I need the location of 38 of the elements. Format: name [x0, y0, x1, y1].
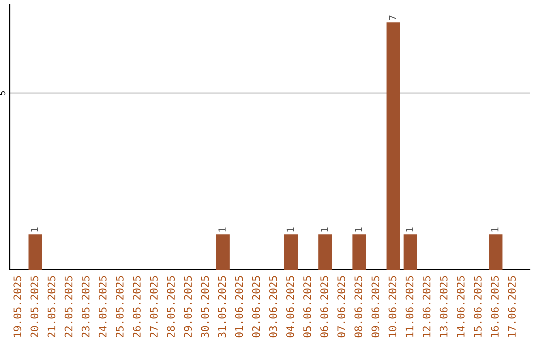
x-tick-label: 08.06.2025 — [354, 276, 363, 338]
data-label: 1 — [406, 228, 414, 232]
x-tick-label: 26.05.2025 — [133, 276, 141, 338]
x-tick-label: 23.05.2025 — [82, 276, 90, 338]
x-tick-label: 21.05.2025 — [48, 276, 56, 338]
data-label: 1 — [321, 228, 328, 232]
x-tick-label: 24.05.2025 — [98, 276, 107, 338]
x-tick-label: 09.06.2025 — [372, 276, 380, 338]
data-label: 1 — [31, 228, 38, 232]
x-tick-label: 07.06.2025 — [338, 276, 346, 338]
x-tick-label: 20.05.2025 — [30, 276, 39, 338]
data-label: 1 — [492, 228, 499, 232]
x-tick-label: 15.06.2025 — [474, 276, 482, 338]
x-tick-label: 05.06.2025 — [304, 276, 312, 338]
x-tick-label: 22.05.2025 — [64, 276, 73, 338]
x-tick-label: 27.05.2025 — [150, 276, 158, 338]
x-tick-label: 01.06.2025 — [235, 276, 244, 338]
x-tick-label: 16.06.2025 — [491, 276, 499, 338]
x-tick-label: 03.06.2025 — [269, 276, 278, 338]
x-tick-label: 19.05.2025 — [14, 276, 22, 338]
x-tick-label: 30.05.2025 — [201, 276, 210, 338]
x-tick-label: 12.06.2025 — [422, 276, 431, 338]
data-label: 1 — [286, 228, 294, 232]
x-tick-label: 04.06.2025 — [286, 276, 294, 338]
x-tick-label: 10.06.2025 — [388, 276, 397, 338]
data-label: 7 — [389, 16, 396, 20]
x-tick-label: 25.05.2025 — [116, 276, 124, 338]
x-tick-label: 31.05.2025 — [218, 276, 226, 338]
data-label: 1 — [355, 228, 362, 232]
x-tick-label: 29.05.2025 — [184, 276, 192, 338]
x-tick-label: 13.06.2025 — [440, 276, 448, 338]
x-tick-label: 14.06.2025 — [456, 276, 465, 338]
x-tick-label: 06.06.2025 — [320, 276, 328, 338]
x-tick-label: 17.06.2025 — [508, 276, 516, 338]
data-label: 1 — [218, 228, 226, 232]
x-tick-label: 02.06.2025 — [252, 276, 260, 338]
x-tick-label: 28.05.2025 — [167, 276, 176, 338]
x-tick-label: 11.06.2025 — [406, 276, 414, 338]
